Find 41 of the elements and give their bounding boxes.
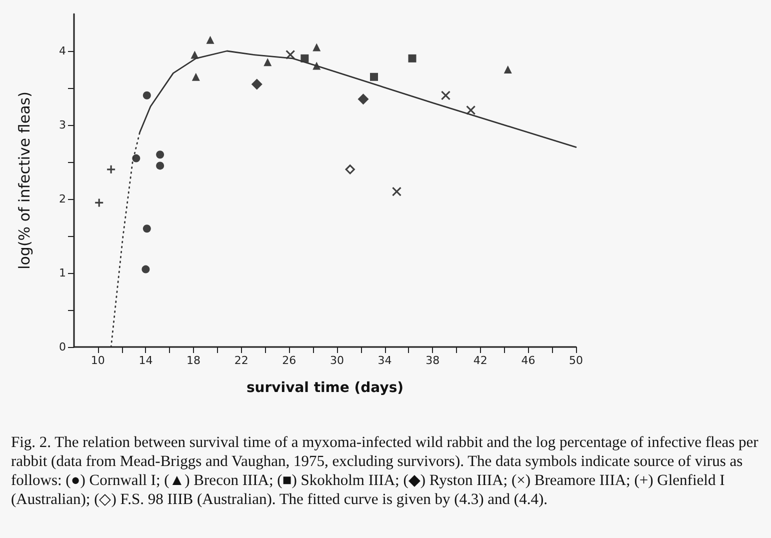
- y-tick-label: 2: [59, 192, 66, 206]
- x-tick-label: 42: [473, 354, 488, 367]
- point: [192, 72, 200, 81]
- point: [142, 265, 150, 274]
- point: [440, 90, 451, 100]
- point: [370, 72, 378, 81]
- point: [156, 150, 164, 159]
- x-tick-label: 34: [378, 354, 392, 367]
- y-tick-label: 1: [59, 266, 66, 280]
- x-tick-label: 10: [90, 354, 105, 367]
- point: [142, 91, 151, 100]
- y-axis-title: log(% of infective fleas): [16, 92, 34, 270]
- point: [286, 50, 296, 60]
- point: [345, 164, 355, 174]
- point: [206, 36, 214, 44]
- point: [132, 154, 140, 162]
- x-tick-label: 46: [521, 354, 536, 367]
- point: [251, 78, 262, 90]
- caption: Fig. 2. The relation between survival time of a myxoma-infected wild rabbit and the log percentage of infective fleas per rabbit (data from Mead-Briggs and Vaughan, 1975, excluding survivors). The data symbols indicate source of virus as follows: (●) Cornwall I; (▲) Brecon IIIA; (■) Skokholm IIIA; (◆) Ryston IIIA; (×) Breamore IIIA; (+) Glenfield I (Australian); (◇) F.S. 98 IIIB (Australian). The fitted curve is given by (4.3) and (4.4).: [11, 434, 762, 508]
- point: [392, 186, 402, 196]
- x-axis-title: survival time (days): [246, 380, 404, 396]
- y-tick-label: 0: [59, 340, 66, 354]
- point: [94, 198, 104, 208]
- point: [504, 66, 512, 74]
- x-tick-label: 22: [234, 354, 248, 367]
- x-tick-label: 50: [569, 354, 583, 367]
- point: [358, 94, 369, 105]
- point: [156, 162, 164, 170]
- point: [408, 54, 416, 62]
- x-tick-label: 18: [186, 354, 201, 367]
- point: [142, 224, 151, 233]
- x-tick-label: 38: [426, 354, 440, 367]
- x-tick-label: 14: [138, 354, 153, 367]
- x-tick-label: 30: [330, 354, 344, 367]
- y-tick-label: 3: [59, 118, 66, 132]
- point: [106, 164, 116, 174]
- point: [264, 58, 272, 66]
- point: [466, 105, 476, 115]
- point: [312, 43, 321, 52]
- x-tick-label: 26: [282, 354, 296, 367]
- y-tick-label: 4: [59, 44, 66, 58]
